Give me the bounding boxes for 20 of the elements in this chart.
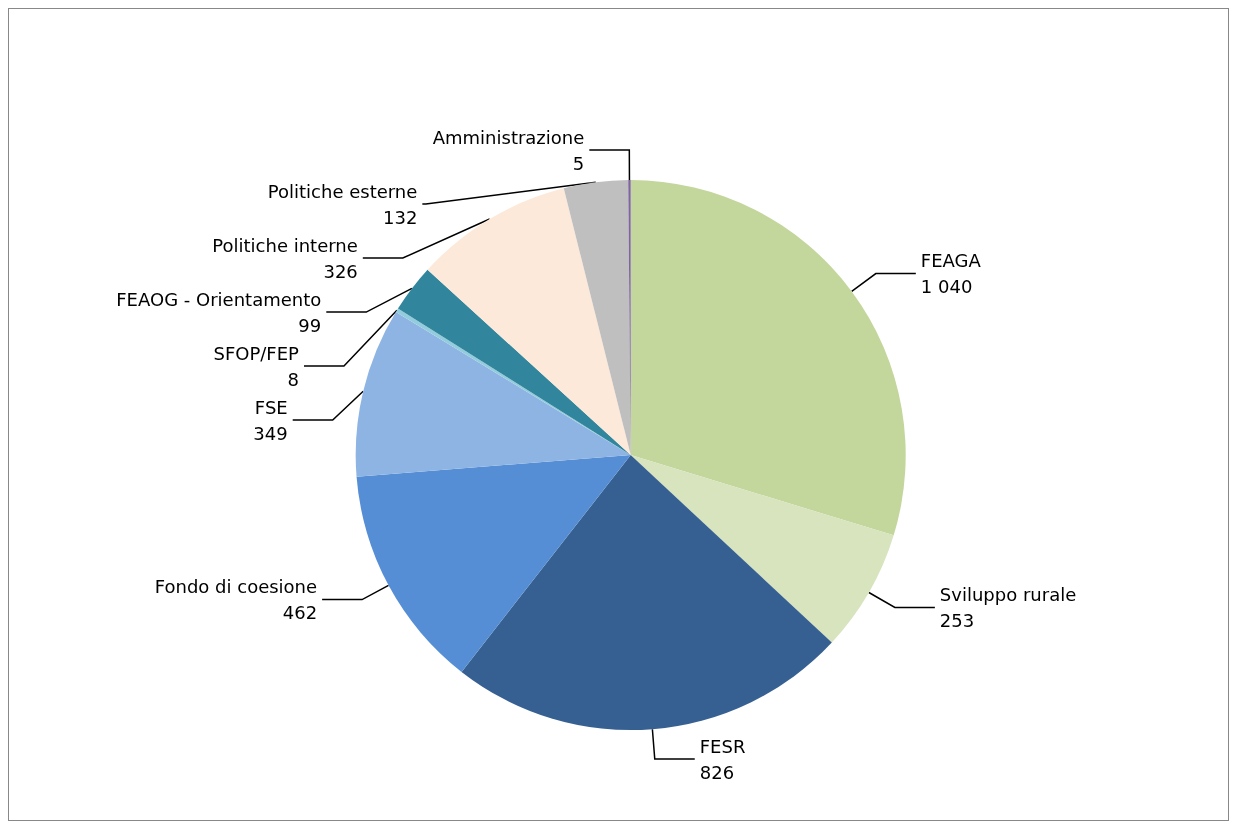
data-label: 132: [382, 206, 418, 228]
slice-label: Politiche interne: [212, 234, 358, 256]
data-label: 5: [572, 152, 585, 174]
slice-label: Amministrazione: [432, 126, 585, 148]
slice-label: Fondo di coesione: [154, 576, 318, 598]
slice-label: FSE: [254, 396, 288, 418]
data-label: 326: [323, 260, 358, 282]
data-label: 8: [287, 368, 299, 390]
slice-label: FEAOG - Orientamento: [116, 288, 322, 310]
data-label: 99: [298, 314, 322, 336]
slice-label: Sviluppo rurale: [939, 583, 1077, 605]
data-label: 1 040: [920, 276, 973, 298]
data-label: 826: [699, 761, 735, 783]
data-label: 253: [939, 609, 975, 631]
slice-label: SFOP/FEP: [213, 342, 300, 364]
slice-label: Politiche esterne: [267, 180, 418, 202]
data-label: 462: [282, 602, 318, 624]
data-label: 349: [253, 422, 288, 444]
slice-label: FEAGA: [920, 250, 982, 272]
slice-label: FESR: [699, 735, 746, 757]
